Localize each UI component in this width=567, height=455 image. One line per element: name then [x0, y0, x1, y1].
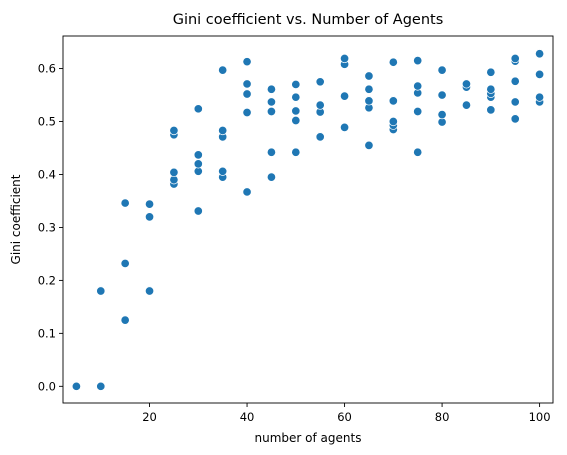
chart-title: Gini coefficient vs. Number of Agents: [173, 12, 444, 28]
data-point: [364, 140, 374, 150]
data-point: [388, 57, 398, 67]
data-point: [340, 53, 350, 64]
data-point: [535, 69, 545, 79]
data-point: [340, 91, 350, 101]
y-axis-label: Gini coefficient: [9, 174, 23, 264]
y-tick-label: 0.6: [38, 62, 56, 76]
data-point: [193, 206, 203, 216]
data-point: [437, 110, 447, 120]
data-point: [510, 97, 520, 107]
x-axis-ticks: 20 40 60 80 100: [142, 403, 551, 424]
data-point: [266, 84, 276, 94]
data-point: [413, 81, 423, 91]
data-point: [340, 122, 350, 132]
data-point: [364, 84, 374, 94]
y-tick-label: 0.5: [38, 115, 56, 129]
data-point: [291, 106, 301, 116]
data-point: [242, 79, 252, 89]
plot-area: 20 40 60 80 100 0.0 0.1 0.2 0.3 0.4 0.5 0.6: [38, 35, 554, 424]
y-tick-label: 0.4: [38, 167, 56, 181]
data-point: [291, 115, 301, 126]
data-point: [291, 92, 301, 102]
y-tick-label: 0.2: [38, 273, 56, 287]
data-point: [510, 76, 520, 86]
data-point: [535, 92, 545, 102]
data-point: [218, 65, 228, 75]
data-point: [291, 147, 301, 157]
data-point: [266, 106, 276, 117]
y-axis-ticks: 0.0 0.1 0.2 0.3 0.4 0.5 0.6: [38, 62, 63, 393]
data-point: [291, 79, 301, 90]
data-point: [71, 381, 81, 391]
data-point: [486, 67, 496, 77]
data-point: [242, 107, 252, 118]
x-tick-label: 20: [142, 410, 157, 424]
data-point: [193, 150, 203, 160]
x-tick-label: 60: [337, 410, 352, 424]
data-point: [315, 132, 325, 142]
data-point: [242, 89, 252, 99]
plot-frame: [62, 35, 554, 404]
data-point: [144, 199, 155, 209]
data-point: [413, 56, 423, 66]
x-tick-label: 80: [435, 410, 450, 424]
data-point: [510, 114, 520, 124]
data-point: [169, 167, 179, 177]
data-point: [461, 79, 472, 89]
data-point: [242, 187, 252, 197]
y-tick-label: 0.0: [38, 379, 56, 393]
data-point: [315, 100, 325, 110]
data-point: [388, 96, 398, 106]
data-point: [535, 49, 545, 59]
data-point: [242, 57, 252, 67]
data-point: [364, 71, 374, 81]
data-point: [120, 258, 130, 269]
data-point: [144, 286, 155, 296]
data-point: [413, 106, 423, 117]
data-point: [486, 84, 496, 94]
y-tick-label: 0.1: [38, 326, 56, 340]
x-tick-label: 100: [529, 410, 551, 424]
data-point: [120, 315, 130, 325]
data-point: [193, 104, 203, 114]
data-point: [486, 105, 496, 115]
data-point: [169, 125, 179, 136]
x-axis-label: number of agents: [255, 431, 362, 445]
data-point: [388, 116, 398, 127]
data-point: [120, 198, 130, 208]
y-tick-label: 0.3: [38, 220, 56, 234]
data-point: [315, 77, 325, 87]
data-point: [218, 125, 228, 136]
data-point: [144, 212, 155, 222]
data-point: [413, 147, 423, 157]
data-point: [266, 97, 276, 107]
data-point: [364, 96, 374, 106]
x-tick-label: 40: [240, 410, 255, 424]
data-point: [193, 159, 203, 169]
data-point: [437, 90, 447, 100]
data-point: [266, 172, 276, 182]
data-point: [266, 147, 276, 157]
data-points: [71, 49, 545, 391]
data-point: [96, 286, 106, 296]
data-point: [510, 53, 520, 64]
data-point: [437, 65, 447, 75]
data-point: [96, 381, 106, 391]
data-point: [461, 100, 472, 110]
data-point: [218, 166, 228, 176]
